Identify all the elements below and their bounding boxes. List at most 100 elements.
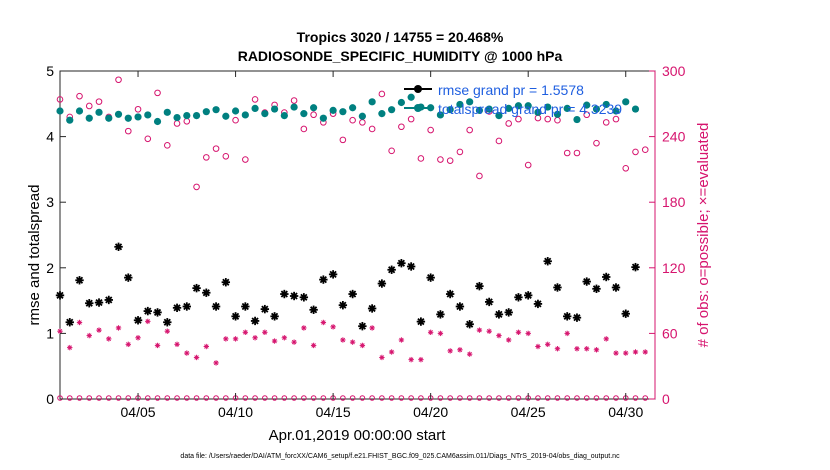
left-tick-label-0: 0 [46, 391, 54, 407]
point-obs-evaluated-50 [545, 341, 551, 348]
point-rmse-13 [182, 302, 192, 311]
point-totalspread-39 [436, 111, 445, 119]
point-totalspread-1 [66, 116, 74, 124]
x-axis-ticks: 04/05 04/10 04/15 04/20 04/25 04/30 [121, 71, 643, 420]
point-obs-zero-baseline-46 [505, 395, 512, 401]
point-obs-evaluated-33 [379, 354, 385, 361]
point-obs-possible-29 [339, 136, 347, 144]
point-rmse-0 [55, 291, 65, 300]
point-obs-zero-baseline-2 [76, 395, 83, 401]
point-totalspread-17 [222, 112, 230, 120]
point-obs-zero-baseline-42 [466, 395, 473, 401]
point-rmse-29 [338, 300, 348, 310]
point-obs-possible-7 [124, 127, 132, 135]
point-obs-evaluated-49 [535, 343, 541, 350]
point-obs-possible-53 [573, 149, 581, 157]
x-tick-label-2: 04/15 [316, 404, 351, 420]
point-obs-possible-35 [398, 123, 405, 131]
point-obs-zero-baseline-23 [281, 395, 288, 401]
point-obs-evaluated-31 [359, 342, 366, 349]
point-obs-zero-baseline-47 [515, 395, 522, 401]
point-obs-zero-baseline-51 [554, 395, 561, 401]
point-obs-zero-baseline-25 [301, 395, 307, 401]
point-obs-zero-baseline-50 [544, 395, 551, 401]
point-obs-evaluated-45 [496, 332, 502, 339]
point-obs-evaluated-48 [525, 330, 531, 337]
point-obs-possible-56 [602, 119, 610, 126]
point-totalspread-40 [446, 106, 454, 114]
point-obs-evaluated-6 [115, 325, 122, 331]
point-obs-zero-baseline-21 [262, 395, 268, 401]
point-obs-zero-baseline-32 [369, 395, 375, 401]
point-totalspread-56 [602, 100, 610, 109]
right-tick-label-5: 300 [662, 63, 686, 79]
point-rmse-40 [445, 289, 455, 299]
point-obs-evaluated-5 [106, 336, 112, 342]
point-obs-possible-10 [154, 89, 161, 97]
point-obs-possible-36 [407, 115, 415, 123]
point-rmse-42 [465, 320, 474, 329]
point-totalspread-51 [553, 110, 562, 118]
point-totalspread-2 [75, 107, 84, 115]
point-obs-possible-50 [544, 115, 552, 123]
point-obs-zero-baseline-4 [96, 395, 102, 401]
point-rmse-44 [484, 297, 494, 307]
point-obs-zero-baseline-59 [632, 395, 639, 401]
point-obs-evaluated-21 [262, 329, 268, 336]
point-obs-evaluated-47 [515, 329, 522, 336]
point-obs-evaluated-13 [184, 350, 190, 356]
point-obs-evaluated-12 [174, 341, 180, 348]
point-obs-zero-baseline-16 [213, 395, 219, 401]
point-obs-evaluated-11 [164, 328, 170, 334]
point-obs-possible-8 [134, 105, 142, 113]
point-obs-zero-baseline-43 [476, 395, 483, 401]
point-obs-zero-baseline-30 [349, 395, 356, 401]
point-obs-possible-20 [251, 96, 259, 103]
point-obs-zero-baseline-12 [174, 395, 180, 401]
point-obs-evaluated-39 [437, 330, 444, 337]
point-rmse-3 [85, 299, 94, 308]
point-rmse-6 [114, 242, 123, 252]
point-obs-zero-baseline-56 [603, 395, 610, 401]
right-tick-label-1: 60 [662, 325, 678, 341]
point-totalspread-10 [153, 117, 162, 126]
left-tick-label-2: 2 [46, 260, 54, 276]
point-totalspread-8 [134, 113, 142, 121]
point-obs-possible-18 [232, 116, 239, 124]
point-obs-zero-baseline-3 [86, 395, 93, 401]
point-totalspread-46 [505, 104, 513, 112]
point-obs-evaluated-30 [349, 339, 356, 345]
point-obs-evaluated-19 [242, 329, 249, 336]
point-rmse-38 [426, 273, 435, 282]
right-axis-ticks: 0 60 120 180 240 300 [649, 63, 686, 407]
left-tick-label-3: 3 [46, 194, 54, 210]
point-obs-zero-baseline-7 [125, 395, 132, 401]
point-totalspread-15 [202, 108, 210, 116]
point-totalspread-52 [563, 104, 571, 112]
point-obs-evaluated-22 [271, 338, 278, 344]
point-totalspread-32 [368, 98, 376, 106]
point-rmse-18 [231, 312, 240, 321]
point-rmse-43 [475, 281, 484, 291]
point-rmse-16 [211, 302, 221, 311]
point-rmse-56 [602, 272, 611, 282]
point-obs-zero-baseline-57 [613, 395, 619, 401]
left-tick-label-5: 5 [46, 63, 54, 79]
point-totalspread-35 [397, 98, 405, 107]
point-obs-zero-baseline-37 [418, 395, 424, 401]
point-rmse-34 [387, 265, 396, 274]
point-obs-zero-baseline-22 [271, 395, 278, 401]
point-obs-evaluated-26 [310, 342, 317, 349]
x-axis-label: Apr.01,2019 00:00:00 start [269, 427, 447, 444]
point-obs-evaluated-51 [554, 346, 561, 352]
right-tick-label-3: 180 [662, 194, 686, 210]
point-rmse-53 [572, 313, 582, 322]
point-rmse-49 [533, 299, 543, 309]
point-obs-possible-0 [56, 96, 64, 103]
point-obs-evaluated-29 [340, 337, 346, 343]
point-rmse-21 [260, 304, 270, 314]
point-rmse-54 [582, 277, 591, 286]
point-obs-possible-16 [212, 145, 220, 152]
point-obs-zero-baseline-1 [66, 395, 73, 401]
point-obs-evaluated-36 [408, 356, 414, 363]
